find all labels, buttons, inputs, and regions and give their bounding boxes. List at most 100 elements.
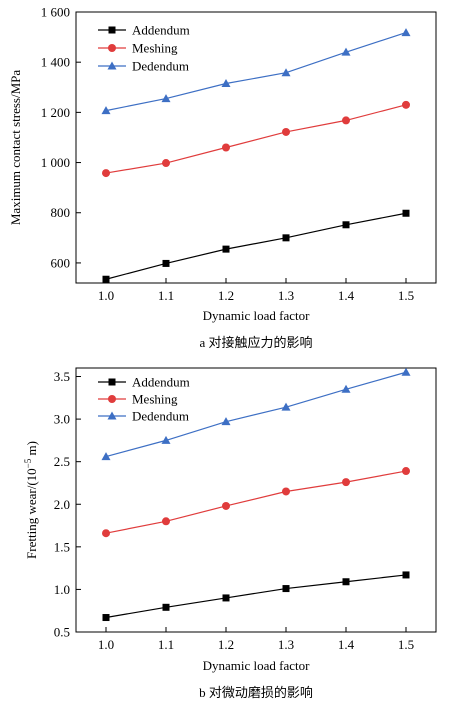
plot-frame: [75, 11, 437, 284]
y-tick-label: 3.5: [54, 369, 70, 384]
data-point-meshing: [162, 517, 170, 526]
x-tick-label: 1.3: [278, 288, 294, 303]
data-point-dedendum: [101, 106, 111, 115]
data-point-addendum: [102, 614, 110, 622]
y-tick-label: 1.0: [54, 582, 70, 597]
legend-marker: [107, 61, 117, 70]
chart-a: 1.0 1.1 1.2 1.3 1.4 1.5 600 800 1 000 1 200 1 400 1…: [8, 5, 437, 350]
data-point-addendum: [282, 234, 290, 242]
data-point-dedendum: [401, 28, 411, 37]
data-point-addendum: [402, 571, 410, 579]
series-addendum: [102, 571, 410, 622]
x-tick-label: 1.5: [398, 637, 414, 652]
y-tick-label: 2.5: [54, 454, 70, 469]
chart-b: 1.0 1.1 1.2 1.3 1.4 1.5 0.5 1.0 1.5 2.0 2.5 3.0 3.5 D…: [23, 367, 437, 700]
data-point-dedendum: [281, 68, 291, 77]
x-tick-label: 1.0: [98, 288, 114, 303]
data-point-addendum: [342, 221, 350, 229]
y-axis-label-main: Fretting wear/(10: [24, 468, 39, 559]
data-point-addendum: [222, 594, 230, 602]
y-tick-label: 1 400: [41, 55, 70, 70]
data-point-dedendum: [221, 417, 231, 426]
y-tick-label: 3.0: [54, 412, 70, 427]
legend-entry: Addendum: [132, 375, 190, 390]
data-point-meshing: [282, 487, 290, 496]
x-axis-label: Dynamic load factor: [203, 658, 311, 673]
series-line-dedendum: [105, 32, 407, 112]
legend-marker: [108, 26, 116, 34]
data-point-addendum: [102, 275, 110, 283]
x-tick-label: 1.3: [278, 637, 294, 652]
x-tick-label: 1.0: [98, 637, 114, 652]
y-axis-label-unit: m): [24, 441, 39, 459]
series-line-addendum: [105, 212, 407, 280]
data-point-meshing: [102, 529, 110, 538]
legend-entry: Addendum: [132, 23, 190, 38]
legend: Addendum Meshing Dedendum: [98, 375, 190, 424]
series-line-meshing: [105, 104, 407, 174]
data-point-meshing: [342, 116, 350, 125]
x-tick-label: 1.5: [398, 288, 414, 303]
data-point-dedendum: [161, 94, 171, 103]
data-point-meshing: [162, 159, 170, 168]
series-meshing: [102, 467, 410, 538]
legend-entry: Meshing: [132, 392, 178, 407]
data-point-dedendum: [401, 367, 411, 376]
data-point-meshing: [342, 478, 350, 487]
legend-marker: [107, 411, 117, 420]
y-tick-label: 600: [51, 255, 71, 270]
series-meshing: [102, 100, 410, 178]
legend-entry: Dedendum: [132, 59, 189, 74]
legend-marker: [108, 395, 116, 403]
data-point-addendum: [342, 578, 350, 586]
figure-caption: b 对微动磨损的影响: [199, 685, 313, 700]
data-point-meshing: [402, 100, 410, 109]
data-point-meshing: [222, 501, 230, 510]
y-tick-label: 2.0: [54, 497, 70, 512]
x-tick-label: 1.2: [218, 637, 234, 652]
data-point-addendum: [222, 245, 230, 253]
y-tick-label: 800: [51, 205, 71, 220]
x-tick-label: 1.1: [158, 637, 174, 652]
data-point-dedendum: [341, 384, 351, 393]
x-tick-label: 1.1: [158, 288, 174, 303]
y-axis-label-exponent: −5: [23, 458, 33, 468]
x-tick-label: 1.4: [338, 288, 355, 303]
data-point-meshing: [222, 143, 230, 152]
series-dedendum: [101, 367, 411, 461]
data-point-addendum: [162, 603, 170, 611]
y-tick-label: 1.5: [54, 539, 70, 554]
series-addendum: [102, 209, 410, 283]
data-point-dedendum: [221, 79, 231, 88]
data-point-addendum: [402, 209, 410, 217]
legend-entry: Meshing: [132, 41, 178, 56]
legend-marker: [108, 378, 116, 386]
data-point-meshing: [402, 467, 410, 476]
legend: Addendum Meshing Dedendum: [98, 23, 190, 74]
y-tick-label: 1 000: [41, 155, 70, 170]
legend-marker: [108, 44, 116, 52]
y-axis-label: Maximum contact stress/MPa: [8, 70, 23, 225]
data-point-dedendum: [101, 452, 111, 461]
series-line-addendum: [105, 574, 407, 619]
y-tick-label: 1 200: [41, 105, 70, 120]
series-dedendum: [101, 28, 411, 115]
data-point-meshing: [282, 127, 290, 136]
y-tick-label: 0.5: [54, 625, 70, 640]
data-point-addendum: [282, 585, 290, 593]
data-point-meshing: [102, 169, 110, 178]
series-line-dedendum: [105, 371, 407, 458]
legend-entry: Dedendum: [132, 409, 189, 424]
data-point-dedendum: [341, 47, 351, 56]
x-tick-label: 1.4: [338, 637, 355, 652]
x-tick-label: 1.2: [218, 288, 234, 303]
data-point-dedendum: [281, 402, 291, 411]
data-point-addendum: [162, 259, 170, 267]
data-point-dedendum: [161, 435, 171, 444]
series-line-meshing: [105, 470, 407, 534]
figure-caption: a 对接触应力的影响: [199, 335, 312, 350]
plot-frame: [75, 367, 437, 633]
x-axis-label: Dynamic load factor: [203, 308, 311, 323]
y-tick-label: 1 600: [41, 5, 70, 20]
